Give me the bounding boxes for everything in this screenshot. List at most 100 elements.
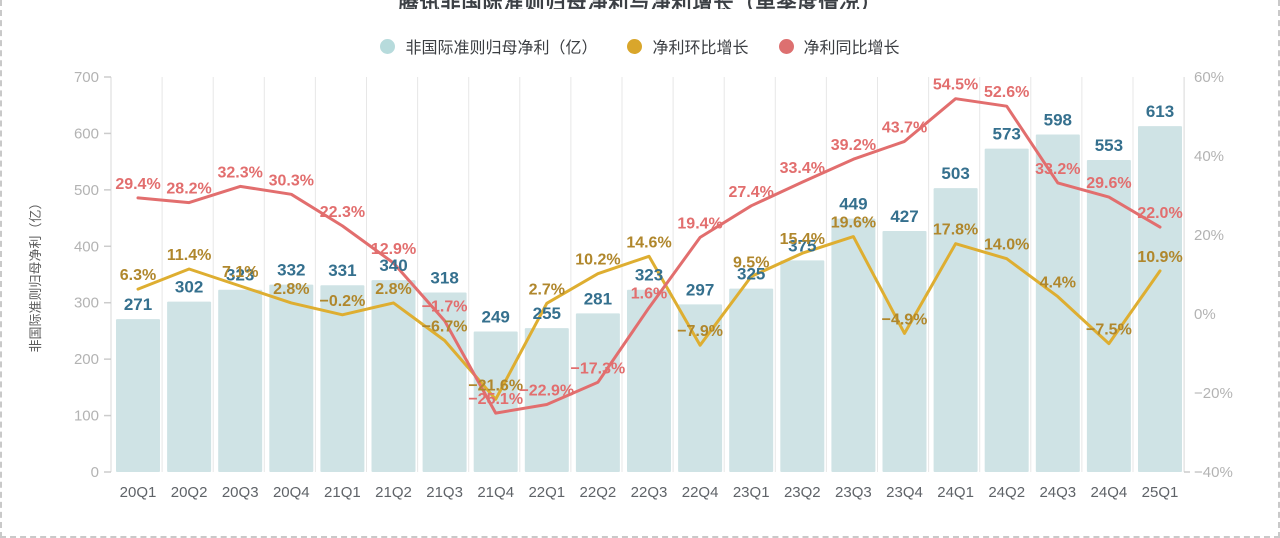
yoy-value-label: 43.7% (882, 119, 927, 136)
yoy-value-label: 22.0% (1137, 205, 1182, 222)
yoy-value-label: 27.4% (729, 184, 774, 201)
x-axis-label: 25Q1 (1142, 484, 1179, 501)
yoy-value-label: 19.4% (677, 215, 722, 232)
bar-value-label: 325 (737, 265, 765, 284)
bar-value-label: 573 (993, 125, 1021, 144)
y-axis-title: 非国际准则归母净利（亿） (28, 196, 43, 352)
bar-25Q1 (1138, 126, 1182, 472)
bar-24Q4 (1086, 159, 1131, 472)
qoq-value-label: 6.3% (120, 267, 156, 284)
yoy-value-label: 33.4% (780, 160, 825, 177)
right-axis-tick-label: −20% (1194, 385, 1233, 402)
legend-label: 净利同比增长 (803, 40, 900, 57)
yoy-value-label: 29.4% (115, 176, 160, 193)
bar-value-label: 503 (941, 164, 969, 183)
qoq-value-label: 9.5% (733, 254, 769, 271)
x-axis-label: 20Q4 (273, 484, 310, 501)
bar-value-label: 340 (379, 256, 407, 275)
legend-dot-icon (380, 38, 396, 54)
qoq-value-label: 10.9% (1137, 249, 1182, 266)
right-axis-tick-label: 40% (1194, 148, 1224, 165)
x-axis-label: 20Q3 (222, 484, 259, 501)
bar-value-label: 449 (839, 195, 867, 214)
x-axis-label: 23Q2 (784, 484, 821, 501)
yoy-value-label: 39.2% (831, 137, 876, 154)
qoq-value-label: 14.6% (626, 234, 671, 251)
yoy-value-label: 54.5% (933, 77, 978, 94)
right-axis-tick-label: 0% (1194, 306, 1216, 323)
qoq-value-label: −21.6% (468, 377, 523, 394)
x-axis-label: 20Q2 (171, 484, 208, 501)
x-axis-label: 23Q1 (733, 484, 770, 501)
line-净利同比增长 (136, 97, 1162, 415)
x-axis-label: 24Q4 (1091, 484, 1128, 501)
left-axis-tick-label: 500 (74, 182, 99, 199)
yoy-value-label: 32.3% (218, 164, 263, 181)
bar-22Q1 (524, 328, 569, 472)
qoq-value-label: 2.7% (529, 281, 565, 298)
bar-value-label: 297 (686, 280, 714, 299)
bar-24Q3 (1035, 134, 1080, 473)
yoy-value-label: 12.9% (371, 241, 416, 258)
yoy-value-label: 30.3% (269, 172, 314, 189)
bar-20Q1 (116, 319, 160, 472)
x-axis-label: 22Q1 (528, 484, 565, 501)
bar-21Q3 (422, 292, 467, 472)
yoy-value-label: 1.6% (631, 286, 667, 303)
qoq-value-label: −6.7% (422, 318, 468, 335)
legend-item: 净利环比增长 (627, 34, 749, 58)
yoy-value-label: 29.6% (1086, 175, 1131, 192)
left-axis-tick-label: 400 (74, 238, 99, 255)
line-净利环比增长 (136, 235, 1162, 401)
yoy-value-label: 22.3% (320, 204, 365, 221)
right-axis-tick-label: −40% (1194, 464, 1233, 481)
qoq-value-label: −7.9% (677, 323, 723, 340)
bar-24Q1 (933, 188, 978, 472)
x-axis-label: 22Q3 (631, 484, 668, 501)
qoq-value-label: 14.0% (984, 237, 1029, 254)
page-title: 腾讯非国际准则归母净利与净利增长（单季度情况） (0, 0, 1280, 9)
yoy-value-label: −1.7% (422, 299, 468, 316)
left-axis-tick-label: 0 (91, 464, 99, 481)
qoq-value-label: 11.4% (167, 247, 211, 264)
qoq-value-label: 19.6% (831, 215, 876, 232)
yoy-value-label: −17.3% (571, 360, 626, 377)
yoy-value-label: −22.9% (519, 382, 574, 399)
left-axis-tick-label: 300 (74, 295, 99, 312)
bar-value-label: 613 (1146, 102, 1174, 121)
left-axis-tick-label: 100 (74, 408, 99, 425)
left-axis-tick-label: 700 (74, 69, 99, 86)
x-axis-label: 21Q4 (477, 484, 514, 501)
x-axis-label: 23Q4 (886, 484, 923, 501)
qoq-value-label: 10.2% (575, 252, 620, 269)
bar-value-label: 271 (124, 295, 152, 314)
left-axis-tick-label: 200 (74, 351, 99, 368)
bar-20Q4 (269, 284, 314, 472)
bar-value-label: 255 (533, 304, 561, 323)
x-axis-label: 21Q2 (375, 484, 412, 501)
qoq-value-label: −4.9% (882, 311, 928, 328)
chart-legend: 非国际准则归母净利（亿） 净利环比增长 净利同比增长 (0, 34, 1280, 58)
qoq-value-label: 2.8% (273, 281, 309, 298)
right-axis-tick-label: 60% (1194, 69, 1224, 86)
legend-label: 净利环比增长 (652, 40, 749, 57)
left-axis-tick-label: 600 (74, 125, 99, 142)
x-axis-label: 21Q1 (324, 484, 361, 501)
page-title-text: 腾讯非国际准则归母净利与净利增长（单季度情况） (399, 0, 882, 9)
bar-21Q4 (473, 331, 518, 472)
bar-22Q3 (627, 289, 671, 472)
bar-value-label: 318 (430, 269, 458, 288)
bar-23Q3 (831, 218, 876, 472)
x-axis-label: 20Q1 (120, 484, 157, 501)
bar-value-label: 332 (277, 261, 305, 280)
qoq-value-label: 7.1% (222, 264, 258, 281)
x-axis-label: 23Q3 (835, 484, 872, 501)
qoq-value-label: 15.4% (780, 231, 825, 248)
legend-dot-icon (778, 38, 794, 54)
yoy-value-label: −25.1% (468, 391, 523, 408)
yoy-value-label: 28.2% (166, 181, 211, 198)
x-axis-label: 24Q1 (937, 484, 974, 501)
bar-23Q2 (780, 260, 825, 472)
x-axis-label: 21Q3 (426, 484, 463, 501)
